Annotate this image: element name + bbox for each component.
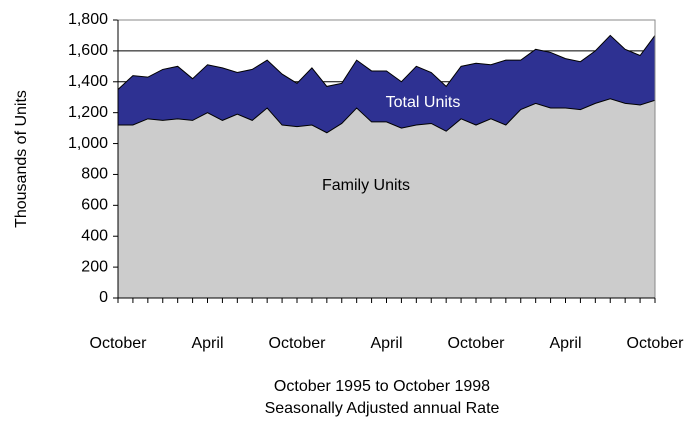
y-tick-label: 200: [81, 258, 108, 275]
x-tick-label: October: [90, 335, 148, 352]
x-axis-label: Seasonally Adjusted annual Rate: [265, 400, 500, 417]
y-axis-label: Thousands of Units: [13, 90, 30, 228]
x-tick-label: April: [549, 335, 581, 352]
x-axis-label: October 1995 to October 1998: [274, 378, 490, 395]
series-label: Total Units: [386, 94, 461, 111]
y-tick-label: 400: [81, 227, 108, 244]
x-tick-label: April: [191, 335, 223, 352]
x-tick-label: April: [370, 335, 402, 352]
y-tick-label: 600: [81, 197, 108, 214]
x-tick-label: October: [627, 335, 685, 352]
y-tick-label: 1,200: [68, 104, 108, 121]
y-tick-label: 1,600: [68, 42, 108, 59]
y-tick-label: 1,400: [68, 73, 108, 90]
y-tick-label: 1,800: [68, 11, 108, 28]
y-tick-label: 0: [99, 289, 108, 306]
y-tick-label: 800: [81, 166, 108, 183]
x-tick-label: October: [448, 335, 506, 352]
y-tick-label: 1,000: [68, 135, 108, 152]
area: [117, 98, 656, 299]
x-tick-label: October: [269, 335, 327, 352]
series-label: Family Units: [322, 177, 410, 194]
